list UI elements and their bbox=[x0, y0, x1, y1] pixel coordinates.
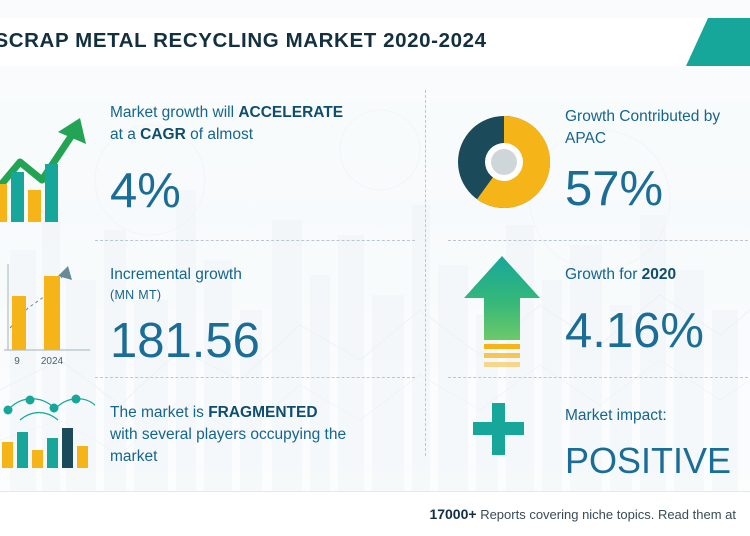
impact-icon-wrap bbox=[465, 397, 545, 467]
growth-arrow-bar-chart-icon bbox=[0, 118, 86, 222]
incremental-bar-label-2019: 9 bbox=[14, 356, 20, 367]
growth2020-label: Growth for 2020 bbox=[565, 266, 677, 283]
apac-icon-wrap bbox=[452, 100, 562, 220]
incremental-bar-label-2024: 2024 bbox=[41, 356, 64, 367]
incremental-unit: (MN MT) bbox=[110, 288, 162, 302]
footer-band: 17000+ Reports covering niche topics. Re… bbox=[0, 491, 750, 536]
fragmented-text-block: The market is FRAGMENTED with several pl… bbox=[110, 402, 346, 468]
up-arrow-icon bbox=[464, 256, 540, 367]
bar-chart-2019-2024-icon: 9 2024 bbox=[4, 264, 90, 367]
fragmented-icon-wrap bbox=[0, 390, 95, 480]
cagr-line-2: at a CAGR of almost bbox=[110, 126, 254, 143]
cagr-line-1: Market growth will ACCELERATE bbox=[110, 104, 344, 121]
incremental-icon-wrap: 9 2024 bbox=[0, 250, 95, 372]
divider-right-1 bbox=[448, 240, 748, 241]
fragmented-line-3: market bbox=[110, 448, 158, 465]
divider-right-2 bbox=[448, 377, 748, 378]
cagr-value: 4% bbox=[110, 164, 181, 218]
apac-value: 57% bbox=[565, 162, 664, 216]
header-teal-corner bbox=[686, 18, 750, 66]
incremental-text-block: Incremental growth (MN MT) 181.56 bbox=[110, 264, 260, 368]
cagr-icon-wrap bbox=[0, 92, 95, 232]
impact-text-block: Market impact: POSITIVE bbox=[565, 405, 731, 481]
incremental-label: Incremental growth bbox=[110, 266, 242, 283]
network-players-icon bbox=[2, 394, 95, 468]
fragmented-line-2: with several players occupying the bbox=[110, 426, 347, 443]
content-area: Market growth will ACCELERATE at a CAGR … bbox=[0, 72, 750, 492]
cagr-text-block: Market growth will ACCELERATE at a CAGR … bbox=[110, 102, 343, 218]
page-title: AL SCRAP METAL RECYCLING MARKET 2020-202… bbox=[0, 29, 487, 52]
impact-label: Market impact: bbox=[565, 407, 667, 424]
apac-label-line-2: APAC bbox=[565, 130, 607, 147]
footer-text: 17000+ Reports covering niche topics. Re… bbox=[429, 506, 736, 522]
footer-caption: Reports covering niche topics. Read them… bbox=[480, 507, 736, 522]
plus-icon bbox=[473, 403, 524, 455]
growth2020-icon-wrap bbox=[452, 254, 562, 369]
footer-report-count: 17000+ bbox=[429, 506, 477, 522]
divider-left-2 bbox=[95, 377, 415, 378]
apac-label-line-1: Growth Contributed by bbox=[565, 108, 721, 125]
incremental-value: 181.56 bbox=[110, 314, 260, 368]
divider-vertical-center bbox=[425, 90, 426, 456]
donut-chart-icon bbox=[458, 115, 551, 208]
impact-value: POSITIVE bbox=[565, 440, 732, 481]
growth2020-text-block: Growth for 2020 4.16% bbox=[565, 264, 704, 358]
apac-text-block: Growth Contributed by APAC 57% bbox=[565, 106, 720, 216]
fragmented-line-1: The market is FRAGMENTED bbox=[110, 404, 318, 421]
divider-left-1 bbox=[95, 240, 415, 241]
growth2020-value: 4.16% bbox=[565, 304, 704, 358]
